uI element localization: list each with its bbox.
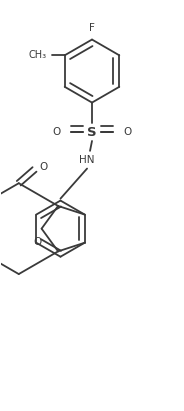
Text: S: S — [87, 126, 97, 139]
Text: O: O — [123, 127, 132, 137]
Text: O: O — [52, 127, 61, 137]
Text: F: F — [89, 23, 95, 32]
Text: O: O — [39, 162, 48, 173]
Text: O: O — [33, 236, 42, 247]
Text: HN: HN — [79, 155, 95, 165]
Text: CH₃: CH₃ — [29, 50, 47, 60]
